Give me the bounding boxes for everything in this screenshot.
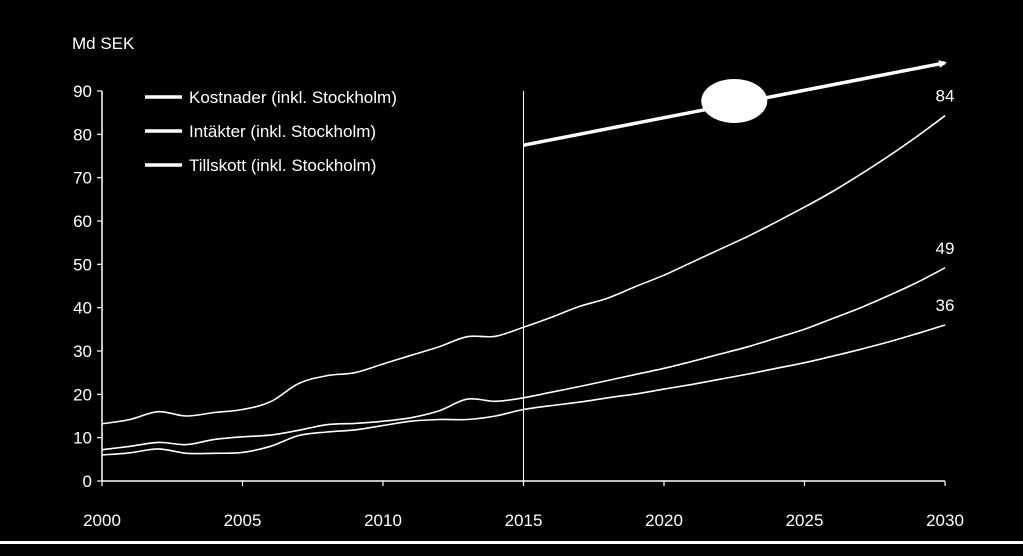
y-tick-label: 70 bbox=[73, 169, 92, 188]
series-line-tillskott bbox=[101, 324, 946, 456]
y-tick-label: 20 bbox=[73, 385, 92, 404]
y-tick-label: 10 bbox=[73, 429, 92, 448]
x-tick-label: 2030 bbox=[926, 511, 964, 530]
arrow-ellipse bbox=[701, 78, 768, 123]
x-tick-label: 2010 bbox=[364, 511, 402, 530]
end-label-intakter: 49 bbox=[936, 239, 955, 258]
y-tick-label: 80 bbox=[73, 125, 92, 144]
x-tick-label: 2000 bbox=[83, 511, 121, 530]
y-tick-label: 60 bbox=[73, 212, 92, 231]
legend-label-tillskott: Tillskott (inkl. Stockholm) bbox=[189, 156, 376, 175]
x-tick-label: 2015 bbox=[505, 511, 543, 530]
y-axis-label: Md SEK bbox=[72, 34, 135, 53]
legend-label-kostnader: Kostnader (inkl. Stockholm) bbox=[189, 88, 397, 107]
y-tick-label: 30 bbox=[73, 342, 92, 361]
y-tick-label: 40 bbox=[73, 299, 92, 318]
y-tick-label: 50 bbox=[73, 255, 92, 274]
end-label-tillskott: 36 bbox=[936, 296, 955, 315]
end-label-kostnader: 84 bbox=[936, 87, 955, 106]
bottom-border bbox=[0, 541, 1023, 544]
legend-label-intakter: Intäkter (inkl. Stockholm) bbox=[189, 122, 376, 141]
y-tick-label: 0 bbox=[83, 472, 92, 491]
x-tick-label: 2025 bbox=[786, 511, 824, 530]
series-line-kostnader bbox=[101, 115, 946, 425]
x-tick-label: 2005 bbox=[224, 511, 262, 530]
series-line-intakter bbox=[101, 267, 946, 451]
x-tick-label: 2020 bbox=[645, 511, 683, 530]
y-tick-label: 90 bbox=[73, 82, 92, 101]
